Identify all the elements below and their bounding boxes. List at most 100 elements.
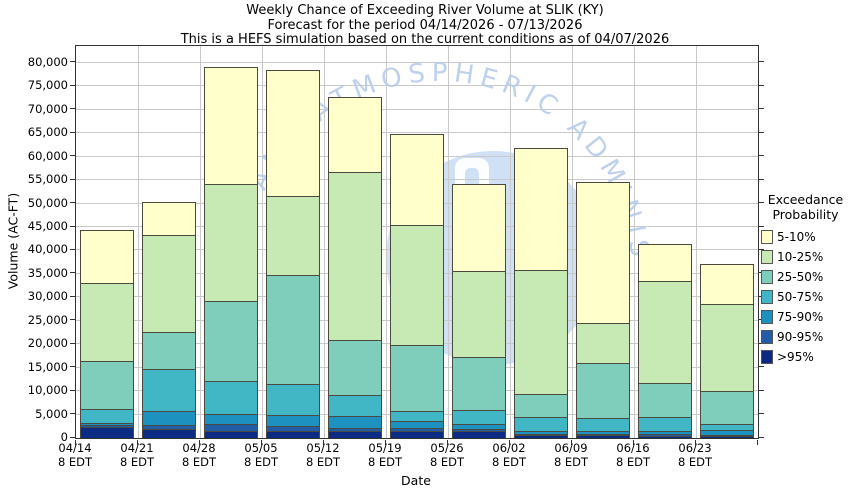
- bar-segment-90-95-: [328, 428, 382, 431]
- x-tick: [136, 440, 138, 445]
- bar-segment--95-: [142, 429, 196, 438]
- bar-segment-90-95-: [638, 434, 692, 436]
- bar-segment-90-95-: [514, 434, 568, 435]
- bar-segment--95-: [80, 427, 134, 438]
- v-gridline: [509, 46, 511, 438]
- legend-label: 10-25%: [777, 250, 824, 264]
- v-gridline: [199, 46, 201, 438]
- bar-segment-75-90-: [638, 431, 692, 434]
- y-tick-label: 55,000: [27, 172, 68, 187]
- y-tick-right: [759, 108, 764, 110]
- bar-segment-10-25-: [390, 225, 444, 345]
- y-tick-left: [70, 248, 75, 250]
- y-tick-right: [759, 413, 764, 415]
- v-gridline: [633, 46, 635, 438]
- legend-label: 25-50%: [777, 270, 824, 284]
- bar-segment-75-90-: [80, 423, 134, 425]
- h-gridline: [76, 132, 758, 134]
- legend-swatch: [761, 250, 773, 264]
- legend-label: 75-90%: [777, 310, 824, 324]
- bar-segment-25-50-: [390, 345, 444, 411]
- title-line-1: Weekly Chance of Exceeding River Volume …: [246, 3, 604, 18]
- title-line-3: This is a HEFS simulation based on the c…: [180, 32, 670, 47]
- y-tick-right: [759, 131, 764, 133]
- x-tick-label: 06/16 8 EDT: [615, 441, 651, 469]
- bar-segment-75-90-: [142, 411, 196, 425]
- y-tick-left: [70, 178, 75, 180]
- bar-segment-5-10-: [80, 230, 134, 283]
- x-axis-label: Date: [401, 473, 431, 488]
- y-tick-label: 35,000: [27, 265, 68, 280]
- bar-segment-25-50-: [266, 275, 320, 384]
- bar-segment-90-95-: [700, 435, 754, 436]
- bar-segment-10-25-: [638, 281, 692, 383]
- bar-segment-5-10-: [576, 182, 630, 323]
- y-tick-right: [759, 436, 764, 438]
- x-tick: [570, 440, 572, 445]
- legend-entry: >95%: [761, 350, 850, 364]
- y-tick-label: 5,000: [35, 406, 68, 421]
- legend-label: >95%: [777, 350, 814, 364]
- y-tick-label: 0: [60, 430, 68, 444]
- x-tick: [384, 440, 386, 445]
- bar-segment-5-10-: [266, 70, 320, 196]
- y-tick-label: 70,000: [27, 101, 68, 116]
- y-tick-left: [70, 436, 75, 438]
- y-tick-label: 60,000: [27, 148, 68, 163]
- bar-segment-10-25-: [514, 270, 568, 394]
- y-tick-left: [70, 84, 75, 86]
- x-tick: [198, 440, 200, 445]
- bar-segment-5-10-: [514, 148, 568, 270]
- v-gridline: [323, 46, 325, 438]
- y-tick-left: [70, 342, 75, 344]
- x-tick-label: 06/09 8 EDT: [553, 441, 589, 469]
- x-tick-label: 05/26 8 EDT: [429, 441, 465, 469]
- bar-segment-90-95-: [204, 424, 258, 431]
- bar-segment-50-75-: [204, 381, 258, 414]
- bar-segment-10-25-: [80, 283, 134, 361]
- bar-segment-75-90-: [452, 424, 506, 429]
- legend-swatch: [761, 330, 773, 344]
- bar-segment-25-50-: [204, 301, 258, 381]
- bars-layer: [76, 46, 758, 438]
- chart-title: Weekly Chance of Exceeding River Volume …: [0, 3, 850, 48]
- legend-swatch: [761, 270, 773, 284]
- bar-segment-50-75-: [700, 424, 754, 430]
- bar-segment-5-10-: [204, 67, 258, 184]
- legend: Exceedance Probability 5-10% 10-25% 25-50%…: [761, 192, 850, 370]
- x-tick: [446, 440, 448, 445]
- bar-segment--95-: [390, 431, 444, 438]
- y-tick-left: [70, 108, 75, 110]
- bar-segment--95-: [266, 431, 320, 438]
- bar-segment-10-25-: [328, 172, 382, 340]
- legend-entry: 90-95%: [761, 330, 850, 344]
- v-gridline: [385, 46, 387, 438]
- y-tick-left: [70, 202, 75, 204]
- y-tick-right: [759, 178, 764, 180]
- bar-segment-50-75-: [452, 410, 506, 424]
- y-tick-right: [759, 389, 764, 391]
- v-gridline: [571, 46, 573, 438]
- legend-label: 90-95%: [777, 330, 824, 344]
- y-tick-left: [70, 413, 75, 415]
- bar-segment-50-75-: [328, 395, 382, 416]
- y-tick-right: [759, 61, 764, 63]
- x-tick-label: 05/19 8 EDT: [367, 441, 403, 469]
- bar-segment-25-50-: [328, 340, 382, 395]
- v-gridline: [447, 46, 449, 438]
- bar-segment-75-90-: [328, 416, 382, 428]
- bar-segment-75-90-: [390, 421, 444, 428]
- bar-segment-50-75-: [514, 417, 568, 431]
- x-tick: [74, 440, 76, 445]
- bar-segment-25-50-: [576, 363, 630, 418]
- legend-label: 50-75%: [777, 290, 824, 304]
- legend-entry: 75-90%: [761, 310, 850, 324]
- y-tick-label: 30,000: [27, 289, 68, 304]
- bar-segment-5-10-: [452, 184, 506, 271]
- bar-segment-75-90-: [204, 414, 258, 424]
- y-tick-left: [70, 61, 75, 63]
- bar-segment-5-10-: [638, 244, 692, 281]
- title-line-2: Forecast for the period 04/14/2026 - 07/…: [267, 17, 583, 33]
- y-tick-right: [759, 366, 764, 368]
- bar-segment-10-25-: [142, 235, 196, 332]
